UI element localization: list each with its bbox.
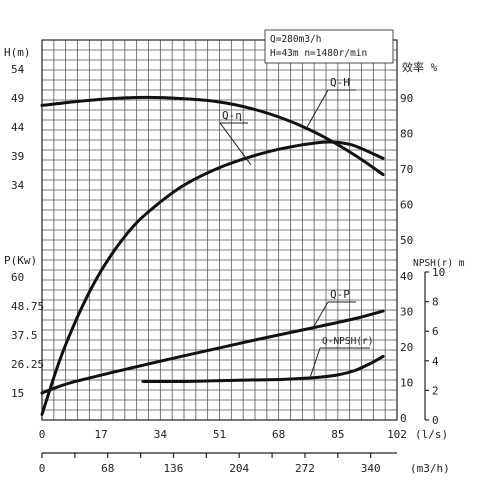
power-curve [40, 309, 385, 395]
top-x-axis-unit: (l/s) [415, 428, 448, 441]
top-x-tick-label: 17 [95, 428, 108, 441]
npsh-tick-label: 10 [432, 266, 445, 279]
efficiency-tick-label: 20 [400, 341, 413, 354]
efficiency-axis-label: 效率 % [402, 60, 438, 74]
head-tick-label: 39 [11, 150, 24, 163]
bottom-x-tick-label: 0 [39, 462, 46, 475]
power-tick-label: 48.75 [11, 300, 44, 313]
info-flow: Q=280m3/h [270, 34, 321, 45]
npsh-curve [141, 354, 385, 384]
head-tick-label: 54 [11, 63, 25, 76]
bottom-x-tick-label: 68 [101, 462, 114, 475]
leader-line [309, 347, 321, 378]
npsh-tick-label: 8 [432, 296, 439, 309]
curves [40, 95, 385, 416]
head-tick-label: 34 [11, 179, 25, 192]
power-tick-label: 26.25 [11, 358, 44, 371]
grid [41, 39, 398, 421]
bottom-x-tick-label: 204 [229, 462, 249, 475]
plot-frame [41, 39, 398, 458]
series-label: Q-P [330, 288, 350, 301]
power-tick-label: 15 [11, 387, 24, 400]
efficiency-tick-label: 50 [400, 234, 413, 247]
npsh-tick-label: 0 [432, 414, 439, 427]
bottom-x-tick-label: 340 [361, 462, 381, 475]
power-axis-label: P(Kw) [4, 254, 37, 267]
info-head-speed: H=43m n=1480r/min [270, 48, 367, 59]
head-tick-label: 49 [11, 92, 24, 105]
power-tick-label: 60 [11, 271, 24, 284]
efficiency-tick-label: 30 [400, 305, 413, 318]
npsh-axis-label: NPSH(r) m [413, 258, 465, 269]
efficiency-tick-label: 60 [400, 199, 413, 212]
top-x-tick-label: 34 [154, 428, 168, 441]
plot-border [41, 39, 398, 421]
head-curve [40, 95, 385, 177]
power-tick-label: 37.5 [11, 329, 38, 342]
leader-line [306, 89, 329, 129]
head-axis-label: H(m) [4, 46, 31, 59]
bottom-x-axis-unit: (m3/h) [410, 462, 450, 475]
efficiency-tick-label: 40 [400, 270, 413, 283]
npsh-tick-label: 6 [432, 325, 439, 338]
npsh-tick-label: 2 [432, 384, 439, 397]
top-x-tick-label: 102 [387, 428, 407, 441]
bottom-x-tick-label: 272 [295, 462, 315, 475]
efficiency-tick-label: 90 [400, 92, 413, 105]
efficiency-tick-label: 10 [400, 376, 413, 389]
series-label: Q-H [330, 76, 350, 89]
leader-line [219, 122, 252, 165]
efficiency-tick-label: 70 [400, 163, 413, 176]
efficiency-tick-label: 0 [400, 412, 407, 425]
top-x-tick-label: 85 [331, 428, 344, 441]
top-x-tick-label: 68 [272, 428, 285, 441]
bottom-x-tick-label: 136 [164, 462, 184, 475]
series-label: Q-η [222, 109, 242, 122]
leader-line [313, 301, 329, 328]
efficiency-tick-label: 80 [400, 128, 413, 141]
top-x-tick-label: 51 [213, 428, 226, 441]
head-tick-label: 44 [11, 121, 25, 134]
top-x-tick-label: 0 [39, 428, 46, 441]
npsh-tick-label: 4 [432, 355, 439, 368]
efficiency-curve [40, 140, 385, 416]
series-label: Q-NPSH(r) [322, 336, 373, 347]
info-box: Q=280m3/h H=43m n=1480r/min [264, 29, 394, 64]
curve-labels: Q-H Q-η Q-P Q-NPSH(r) [219, 76, 373, 378]
